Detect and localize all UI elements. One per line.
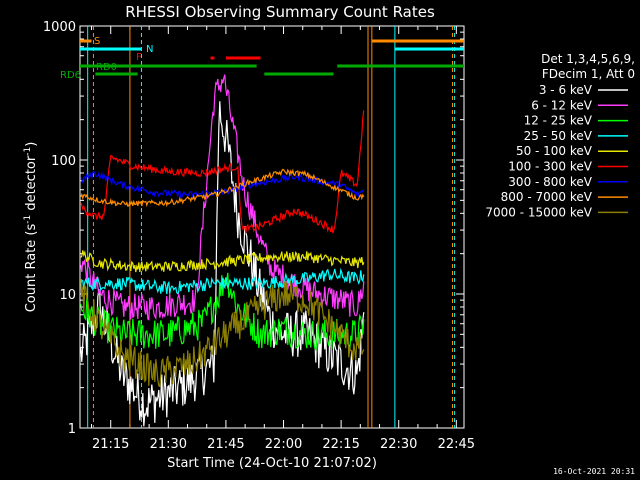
y-axis-label-end: ) xyxy=(24,142,39,147)
legend-title-1: Det 1,3,4,5,6,9, xyxy=(541,52,635,66)
legend-title-2: FDecim 1, Att 0 xyxy=(542,67,635,81)
x-axis-label: Start Time (24-Oct-10 21:07:02) xyxy=(167,456,377,471)
series-group xyxy=(80,74,365,427)
flag-label: RD6 xyxy=(60,70,81,81)
legend-entry-label: 3 - 6 keV xyxy=(539,83,593,97)
x-tick-labels: 21:15 21:30 21:45 22:00 22:15 22:30 22:45 xyxy=(92,437,475,452)
timestamp: 16-Oct-2021 20:31 xyxy=(553,467,635,476)
flag-label: S xyxy=(94,36,100,47)
legend-entry-label: 300 - 800 keV xyxy=(508,175,592,189)
y-tick-label: 1000 xyxy=(43,20,76,35)
legend-entry-label: 50 - 100 keV xyxy=(516,144,593,158)
legend-entry-label: 6 - 12 keV xyxy=(531,98,593,112)
y-axis-label-sup2: -1 xyxy=(23,147,33,156)
y-tick-label: 100 xyxy=(51,154,76,169)
y-axis-label-mid: detector xyxy=(24,155,39,215)
y-axis-label-sup1: -1 xyxy=(23,215,33,224)
legend-entry-label: 800 - 7000 keV xyxy=(501,190,593,204)
series-line xyxy=(80,170,365,199)
plot-frame xyxy=(79,25,465,429)
legend-entry-label: 7000 - 15000 keV xyxy=(485,205,592,219)
series-line xyxy=(80,168,365,208)
series-line xyxy=(80,110,365,234)
flag-label: F xyxy=(136,52,142,63)
x-tick-label: 21:45 xyxy=(207,437,244,452)
y-tick-label: 1 xyxy=(68,422,76,437)
chart-title: RHESSI Observing Summary Count Rates xyxy=(125,3,435,21)
y-axis-label-main: Count Rate (s xyxy=(24,224,39,313)
flag-bars: S NF RD0 RD6 xyxy=(60,36,464,81)
x-tick-label: 22:15 xyxy=(322,437,359,452)
y-tick-label: 10 xyxy=(59,288,76,303)
x-tick-label: 22:30 xyxy=(380,437,417,452)
legend-entry-label: 100 - 300 keV xyxy=(508,160,592,174)
legend-entry-label: 12 - 25 keV xyxy=(524,114,593,128)
vertical-markers xyxy=(87,26,455,428)
series-line xyxy=(80,74,365,321)
series-line xyxy=(80,278,365,388)
x-tick-label: 22:00 xyxy=(265,437,302,452)
series-line xyxy=(80,101,365,427)
y-axis-label: Count Rate (s-1 detector-1) xyxy=(23,142,39,313)
y-tick-labels: 1 10 100 1000 xyxy=(43,20,76,437)
x-tick-label: 21:15 xyxy=(92,437,129,452)
series-line xyxy=(80,250,365,273)
flag-label: N xyxy=(146,44,153,55)
legend-entry-label: 25 - 50 keV xyxy=(524,129,593,143)
x-tick-label: 21:30 xyxy=(150,437,187,452)
x-tick-label: 22:45 xyxy=(438,437,475,452)
series-line xyxy=(80,267,365,295)
flag-label: RD0 xyxy=(96,62,117,73)
